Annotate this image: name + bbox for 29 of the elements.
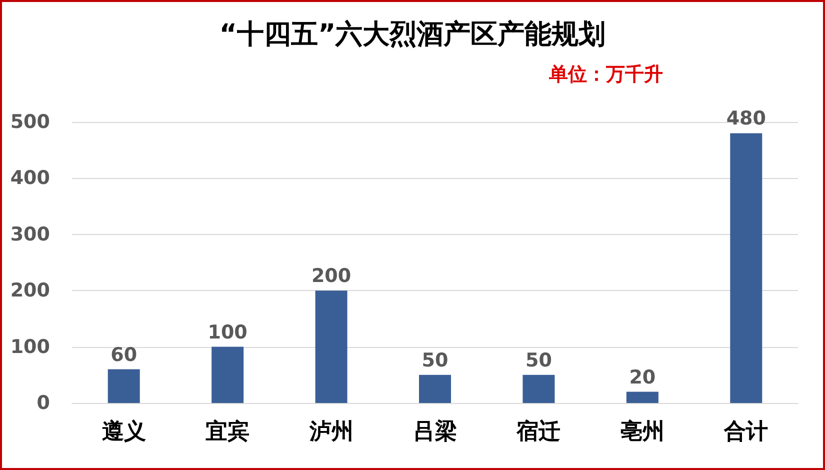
x-tick-label: 宿迁 bbox=[516, 418, 561, 444]
y-tick-label: 0 bbox=[36, 392, 50, 414]
x-tick-label: 泸州 bbox=[308, 420, 354, 444]
data-label: 100 bbox=[208, 321, 248, 344]
data-label: 200 bbox=[311, 265, 352, 288]
bar bbox=[419, 374, 451, 403]
bar bbox=[522, 374, 555, 403]
data-label: 50 bbox=[422, 349, 448, 372]
chart-title: “十四五”六大烈酒产区产能规划 bbox=[219, 19, 606, 50]
data-label: 480 bbox=[726, 108, 766, 130]
y-tick-label: 200 bbox=[10, 280, 50, 302]
chart-subtitle: 单位：万千升 bbox=[548, 64, 663, 86]
bar bbox=[212, 346, 244, 403]
bar bbox=[626, 392, 658, 403]
bar bbox=[315, 290, 348, 403]
x-tick-label: 亳州 bbox=[620, 418, 664, 444]
data-label: 60 bbox=[110, 344, 138, 366]
y-tick-label: 100 bbox=[10, 336, 50, 358]
x-tick-label: 合计 bbox=[723, 420, 768, 444]
bar bbox=[108, 369, 140, 403]
data-label: 50 bbox=[525, 349, 552, 372]
y-tick-label: 500 bbox=[10, 111, 50, 133]
y-tick-label: 400 bbox=[10, 167, 50, 190]
x-tick-label: 吕梁 bbox=[413, 418, 457, 444]
data-label: 20 bbox=[629, 366, 656, 388]
bar bbox=[730, 133, 762, 403]
y-tick-label: 300 bbox=[10, 223, 50, 246]
x-tick-label: 宜宾 bbox=[206, 418, 250, 444]
x-tick-label: 遵义 bbox=[102, 418, 146, 444]
